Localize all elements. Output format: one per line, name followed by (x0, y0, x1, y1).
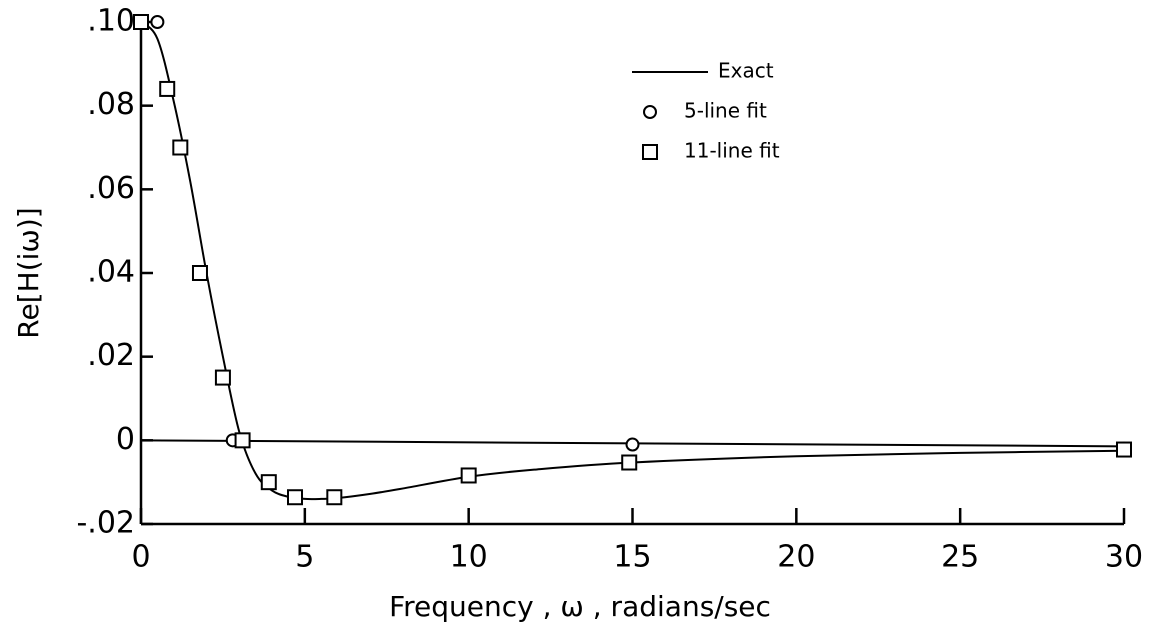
square-marker (133, 14, 149, 30)
exact-line (140, 21, 1125, 501)
x-tick-label: 20 (777, 540, 815, 575)
x-tick-label: 30 (1105, 540, 1143, 575)
y-tick-label: 0 (116, 422, 135, 457)
x-axis-label: Frequency , ω , radians/sec (389, 590, 771, 623)
y-tick-label: .02 (87, 338, 135, 373)
y-tick-label: -.02 (76, 506, 135, 541)
square-marker (172, 139, 189, 156)
x-tick-label: 15 (613, 540, 651, 575)
square-marker (260, 474, 277, 491)
square-marker (214, 369, 231, 386)
square-marker (234, 432, 251, 449)
legend-label: 5-line fit (684, 99, 767, 123)
y-axis-label: Re[H(iω)] (12, 207, 45, 338)
circle-marker (643, 105, 657, 119)
y-tick-label: .08 (87, 87, 135, 122)
y-tick-label: .04 (87, 255, 135, 290)
x-tick-label: 10 (450, 540, 488, 575)
square-marker (1116, 441, 1132, 458)
legend-label: Exact (718, 59, 774, 83)
square-marker (326, 489, 343, 506)
circle-marker (625, 437, 640, 452)
x-tick-label: 5 (295, 540, 314, 575)
circle-marker (150, 15, 165, 29)
x-tick-label: 25 (941, 540, 979, 575)
y-tick-label: .06 (87, 171, 135, 206)
square-marker (191, 265, 208, 281)
square-marker (287, 489, 304, 506)
legend-label: 11-line fit (684, 139, 780, 163)
square-marker (621, 454, 638, 471)
y-tick-label: .10 (87, 4, 135, 39)
square-marker (642, 144, 658, 160)
square-marker (460, 467, 477, 484)
x-tick-label: 0 (131, 540, 150, 575)
square-marker (159, 80, 176, 97)
